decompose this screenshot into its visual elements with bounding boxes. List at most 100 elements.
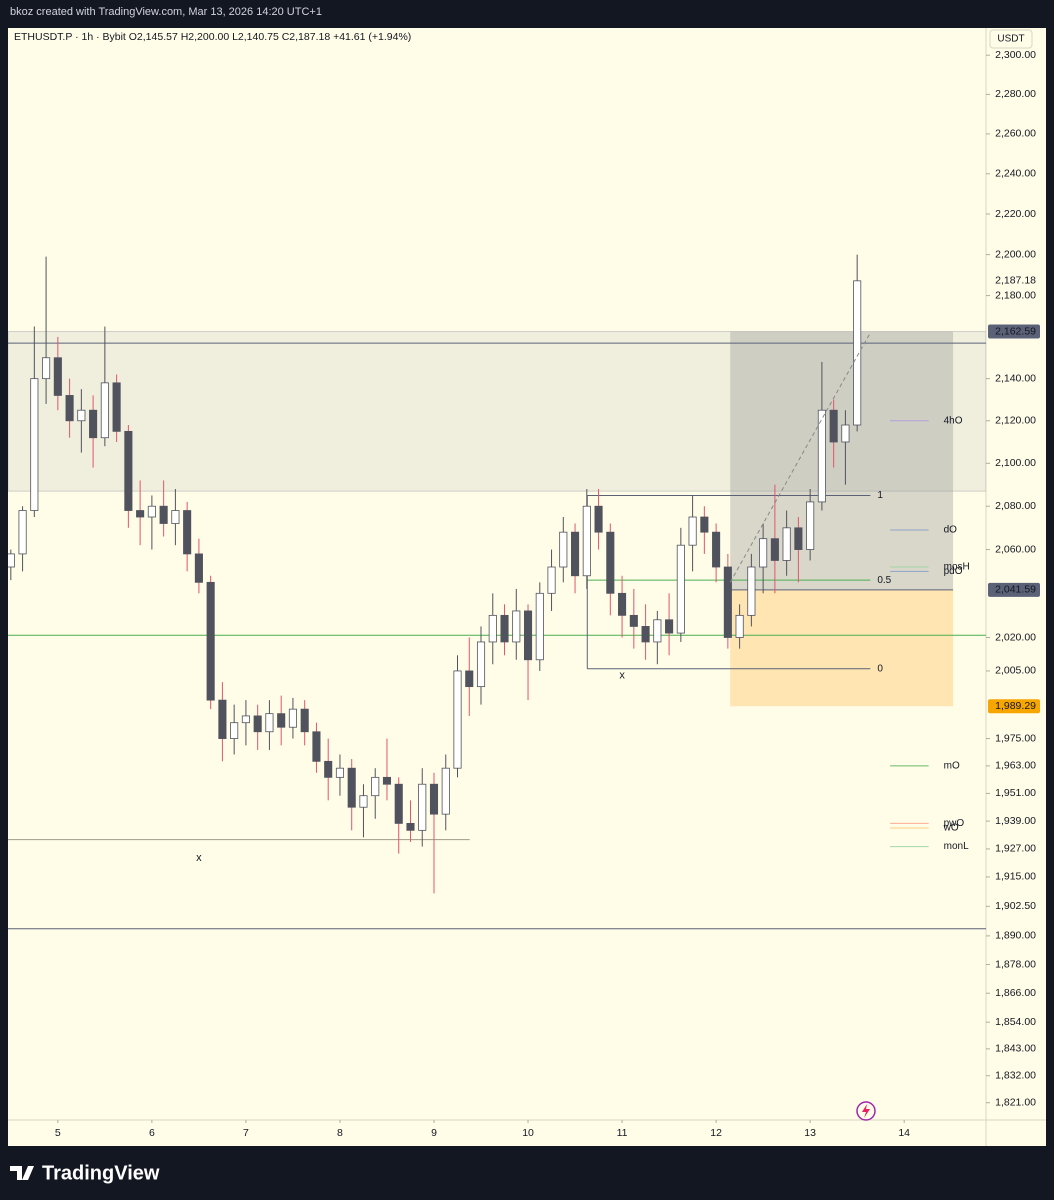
- y-tick-label: 1,854.00: [995, 1016, 1036, 1028]
- candle-body: [594, 505, 603, 533]
- y-tick-label: 2,260.00: [995, 128, 1036, 140]
- candle-body: [159, 505, 168, 524]
- y-tick-label: 2,280.00: [995, 88, 1036, 100]
- candle-body: [100, 382, 109, 439]
- candle-body: [230, 722, 239, 739]
- candle-body: [465, 670, 474, 688]
- candle-body: [535, 592, 544, 661]
- candle-body: [194, 553, 203, 583]
- y-tick-label: 1,866.00: [995, 987, 1036, 999]
- price-badge-label: 1,989.29: [995, 700, 1036, 712]
- y-tick-label: 2,180.00: [995, 289, 1036, 301]
- candle-body: [523, 610, 533, 661]
- candle-body: [371, 776, 380, 797]
- candle-body: [265, 713, 274, 733]
- position-profit: [730, 331, 954, 590]
- x-tick-label: 12: [710, 1127, 722, 1139]
- candle-body: [512, 610, 521, 643]
- level-label: pdO: [944, 566, 963, 577]
- currency-button[interactable]: [989, 29, 1033, 49]
- y-tick-label: 1,832.00: [995, 1069, 1036, 1081]
- candle-body: [30, 378, 39, 511]
- level-label: wO: [943, 823, 959, 834]
- candle-body: [347, 767, 356, 808]
- y-tick-label: 1,963.00: [995, 760, 1036, 772]
- marker: x: [619, 669, 625, 681]
- candle-body: [112, 382, 121, 432]
- candle-body: [218, 699, 227, 739]
- y-tick-label: 1,975.00: [995, 732, 1036, 744]
- candle-body: [700, 516, 709, 533]
- y-tick-label: 2,140.00: [995, 372, 1036, 384]
- fib-label: 0.5: [877, 575, 891, 586]
- candle-body: [853, 280, 862, 426]
- candle-body: [606, 531, 615, 594]
- candle-body: [770, 538, 779, 561]
- candle-body: [89, 409, 98, 439]
- candle-body: [817, 409, 826, 503]
- candle-body: [406, 822, 415, 831]
- candle-body: [806, 501, 815, 550]
- candle-body: [488, 614, 497, 643]
- y-tick-label: 1,890.00: [995, 930, 1036, 942]
- candle-body: [277, 713, 286, 728]
- y-tick-label: 2,100.00: [995, 457, 1036, 469]
- candle-body: [618, 592, 627, 616]
- candle-body: [418, 783, 427, 831]
- candle-body: [171, 510, 180, 524]
- candle-body: [136, 510, 145, 518]
- candle-body: [559, 531, 568, 568]
- candle-body: [206, 581, 215, 701]
- candle-body: [429, 783, 439, 815]
- candle-body: [147, 505, 156, 518]
- y-tick-label: 1,843.00: [995, 1043, 1036, 1055]
- candle-body: [253, 715, 262, 733]
- y-tick-label: 2,005.00: [995, 665, 1036, 677]
- price-badge: [988, 273, 1040, 288]
- price-badge-label: 2,162.59: [995, 325, 1036, 337]
- price-badge: [988, 324, 1040, 339]
- y-tick-label: 1,902.50: [995, 900, 1036, 912]
- candle-body: [653, 619, 662, 643]
- chart-panel: [8, 28, 1046, 1146]
- y-tick-label: 2,220.00: [995, 208, 1036, 220]
- y-tick-label: 2,200.00: [995, 248, 1036, 260]
- candle-body: [183, 510, 192, 555]
- logo-mark: [10, 1166, 34, 1180]
- x-tick-label: 14: [898, 1127, 910, 1139]
- marker: x: [196, 852, 202, 864]
- candle-body: [641, 626, 650, 643]
- candle-body: [53, 357, 62, 396]
- y-tick-label: 2,240.00: [995, 168, 1036, 180]
- alert-icon[interactable]: [856, 1101, 876, 1121]
- price-badge: [988, 699, 1040, 714]
- x-tick-label: 6: [149, 1127, 155, 1139]
- level-label: 4hO: [944, 415, 963, 426]
- candle-body: [42, 357, 51, 380]
- y-tick-label: 2,300.00: [995, 49, 1036, 61]
- candle-body: [300, 708, 309, 733]
- candle-body: [476, 641, 486, 688]
- candle-body: [359, 795, 368, 808]
- x-tick-label: 10: [522, 1127, 534, 1139]
- level-label: monL: [944, 841, 969, 852]
- candle-body: [8, 553, 15, 568]
- candle-body: [688, 516, 697, 546]
- x-tick-label: 11: [617, 1127, 628, 1139]
- level-label: dO: [944, 525, 958, 536]
- position-loss: [730, 589, 954, 707]
- candle-body: [747, 566, 756, 616]
- price-badge-label: 2,187.18: [995, 275, 1036, 287]
- candle-body: [629, 614, 638, 627]
- candle-body: [241, 715, 250, 724]
- candle-body: [723, 566, 732, 638]
- x-tick-label: 7: [243, 1127, 249, 1139]
- currency: USDT: [997, 34, 1024, 45]
- fib-label: 1: [877, 490, 883, 501]
- candle-body: [794, 527, 803, 550]
- candle-body: [441, 767, 450, 815]
- y-tick-label: 1,927.00: [995, 843, 1036, 855]
